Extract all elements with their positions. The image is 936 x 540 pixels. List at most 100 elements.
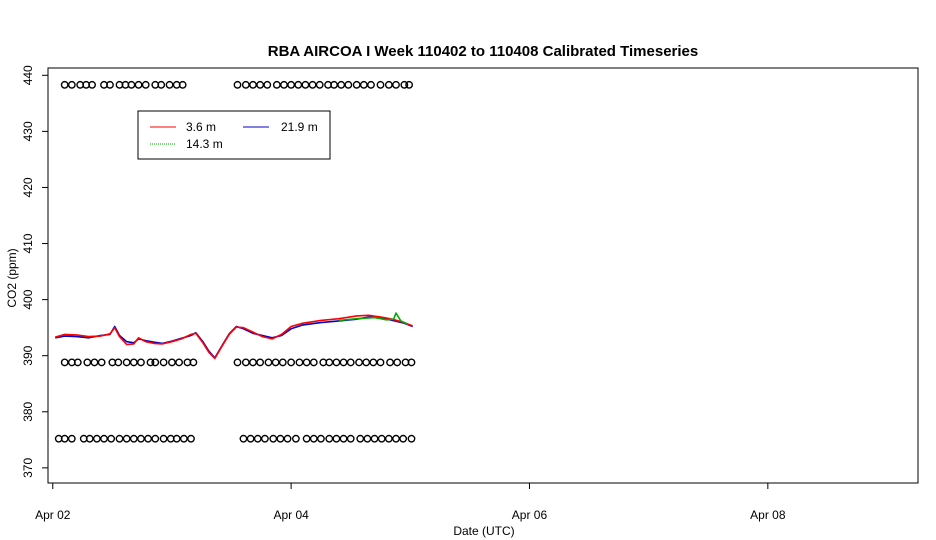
marker-row0-point-28	[315, 80, 324, 89]
marker-row1-point-8	[122, 358, 131, 367]
y-tick-label-6: 430	[21, 121, 35, 141]
marker-row0-point-21	[263, 80, 272, 89]
series-lines	[54, 312, 414, 360]
marker-row2-point-37	[377, 434, 386, 443]
marker-row2-point-22	[261, 434, 269, 443]
marker-row0-point-10	[134, 80, 143, 89]
marker-row0-point-36	[376, 80, 385, 89]
marker-row2-point-10	[129, 434, 138, 443]
marker-row1-point-2	[73, 358, 82, 367]
y-tick-label-5: 420	[21, 177, 35, 197]
marker-row2-point-19	[239, 434, 248, 443]
marker-row1-point-39	[393, 358, 402, 367]
marker-row0-point-31	[337, 80, 346, 89]
marker-row0-point-32	[344, 80, 353, 89]
marker-row2-point-13	[151, 434, 160, 443]
marker-row1-point-21	[256, 358, 265, 367]
marker-row1-point-38	[386, 358, 394, 367]
marker-row2-point-14	[159, 434, 168, 443]
marker-row1-point-4	[90, 358, 99, 367]
marker-row0-point-14	[165, 80, 174, 89]
x-axis: Apr 02 Apr 04 Apr 06 Apr 08	[35, 483, 786, 522]
marker-row0-point-35	[367, 80, 375, 89]
marker-row1-point-30	[325, 358, 334, 367]
x-tick-label-2: Apr 06	[512, 508, 548, 522]
y-axis-label: CO2 (ppm)	[5, 248, 19, 307]
marker-row0-point-25	[294, 80, 303, 89]
marker-row2-point-2	[67, 434, 76, 443]
legend-label-21-9m: 21.9 m	[281, 120, 318, 134]
marker-row2-point-1	[60, 434, 69, 443]
marker-row0-point-24	[287, 80, 296, 89]
marker-row1-point-33	[346, 358, 355, 367]
marker-row2-point-4	[85, 434, 94, 443]
marker-row1-point-22	[264, 358, 273, 367]
chart-title: RBA AIRCOA I Week 110402 to 110408 Calib…	[268, 43, 699, 60]
series-line-3-6-m	[54, 314, 414, 360]
marker-row1-point-12	[151, 358, 160, 367]
marker-row0-point-0	[60, 80, 69, 89]
marker-row0-point-4	[88, 80, 96, 89]
marker-row1-point-17	[189, 358, 198, 367]
marker-row0-point-11	[141, 80, 150, 89]
marker-row2-point-11	[137, 434, 145, 443]
marker-row1-point-23	[271, 358, 280, 367]
y-tick-label-7: 440	[21, 65, 35, 85]
marker-row0-point-16	[178, 80, 187, 89]
marker-row2-point-9	[122, 434, 131, 443]
marker-row0-point-39	[400, 80, 409, 89]
x-tick-label-0: Apr 02	[35, 508, 71, 522]
marker-row1-point-15	[175, 358, 183, 367]
marker-row2-point-41	[407, 434, 416, 443]
marker-row2-point-5	[92, 434, 101, 443]
marker-row2-point-12	[144, 434, 153, 443]
marker-row0-point-23	[280, 80, 288, 89]
marker-row1-point-27	[302, 358, 311, 367]
marker-row2-point-17	[179, 434, 188, 443]
marker-row0-point-30	[330, 80, 338, 89]
marker-row0-point-40	[405, 80, 414, 89]
marker-row2-point-29	[317, 434, 325, 443]
marker-row2-point-6	[100, 434, 108, 443]
marker-row2-point-35	[363, 434, 372, 443]
marker-row0-point-9	[127, 80, 136, 89]
marker-row1-point-19	[241, 358, 250, 367]
y-axis: 370 380 390 400 410 420 430 440	[21, 65, 48, 478]
marker-row2-point-28	[309, 434, 318, 443]
marker-row1-point-25	[287, 358, 296, 367]
marker-row2-point-30	[325, 434, 334, 443]
marker-row2-point-32	[339, 434, 348, 443]
marker-row1-point-26	[295, 358, 304, 367]
marker-row1-point-14	[168, 358, 176, 367]
marker-row2-point-36	[370, 434, 379, 443]
marker-row0-point-20	[256, 80, 265, 89]
marker-row1-point-24	[278, 358, 287, 367]
y-tick-label-4: 410	[21, 233, 35, 253]
marker-row2-point-8	[115, 434, 124, 443]
marker-row1-point-3	[83, 358, 92, 367]
marker-row2-point-39	[392, 434, 400, 443]
marker-row0-point-18	[241, 80, 250, 89]
marker-row1-point-18	[233, 358, 242, 367]
marker-row1-point-13	[159, 358, 168, 367]
x-tick-label-3: Apr 08	[750, 508, 786, 522]
marker-row0-point-17	[233, 80, 242, 89]
series-line-14-3-m	[338, 312, 409, 326]
marker-row2-point-24	[276, 434, 285, 443]
marker-row2-point-27	[302, 434, 311, 443]
marker-row0-point-22	[272, 80, 281, 89]
marker-row0-point-13	[157, 80, 166, 89]
marker-row1-point-9	[129, 358, 138, 367]
marker-row1-point-10	[137, 358, 145, 367]
marker-row0-point-6	[106, 80, 114, 89]
marker-row0-point-37	[384, 80, 393, 89]
marker-row2-point-31	[332, 434, 341, 443]
y-tick-label-3: 400	[21, 289, 35, 309]
legend-label-14-3m: 14.3 m	[186, 137, 223, 151]
marker-row1-point-34	[355, 358, 363, 367]
x-tick-label-1: Apr 04	[273, 508, 309, 522]
marker-row0-point-27	[308, 80, 317, 89]
marker-row1-point-11	[146, 358, 155, 367]
marker-row2-point-26	[291, 434, 300, 443]
